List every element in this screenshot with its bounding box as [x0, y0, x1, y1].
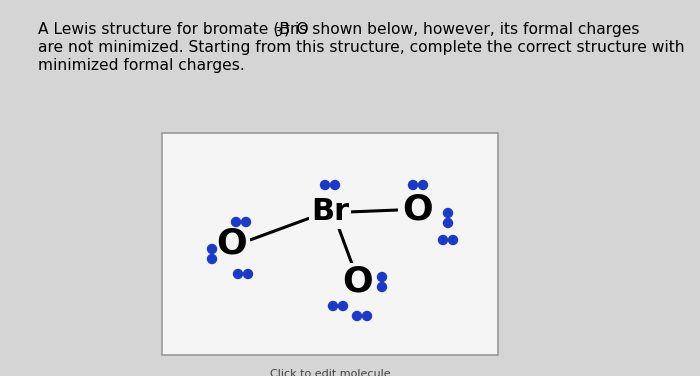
Circle shape	[444, 209, 452, 217]
Circle shape	[409, 180, 417, 190]
Circle shape	[234, 270, 242, 279]
Circle shape	[419, 180, 428, 190]
Circle shape	[321, 180, 330, 190]
Circle shape	[330, 180, 340, 190]
Text: Br: Br	[311, 197, 349, 226]
Text: O: O	[342, 265, 373, 299]
Circle shape	[438, 235, 447, 244]
Circle shape	[232, 217, 241, 226]
Circle shape	[444, 218, 452, 227]
Text: O: O	[216, 226, 247, 260]
Text: ) is shown below, however, its formal charges: ) is shown below, however, its formal ch…	[284, 22, 640, 37]
Circle shape	[207, 244, 216, 253]
Text: A Lewis structure for bromate (BrO: A Lewis structure for bromate (BrO	[38, 22, 309, 37]
Circle shape	[377, 282, 386, 291]
Circle shape	[328, 302, 337, 311]
Text: O: O	[402, 193, 433, 227]
Circle shape	[363, 311, 372, 320]
Circle shape	[377, 273, 386, 282]
Circle shape	[244, 270, 253, 279]
Circle shape	[449, 235, 458, 244]
Circle shape	[339, 302, 347, 311]
Text: 3: 3	[274, 26, 281, 39]
Text: −: −	[281, 19, 291, 32]
Text: minimized formal charges.: minimized formal charges.	[38, 58, 245, 73]
Text: Click to edit molecule: Click to edit molecule	[270, 369, 391, 376]
Circle shape	[207, 255, 216, 264]
Circle shape	[353, 311, 361, 320]
Bar	[162, 133, 498, 355]
Circle shape	[241, 217, 251, 226]
Text: are not minimized. Starting from this structure, complete the correct structure : are not minimized. Starting from this st…	[38, 40, 685, 55]
